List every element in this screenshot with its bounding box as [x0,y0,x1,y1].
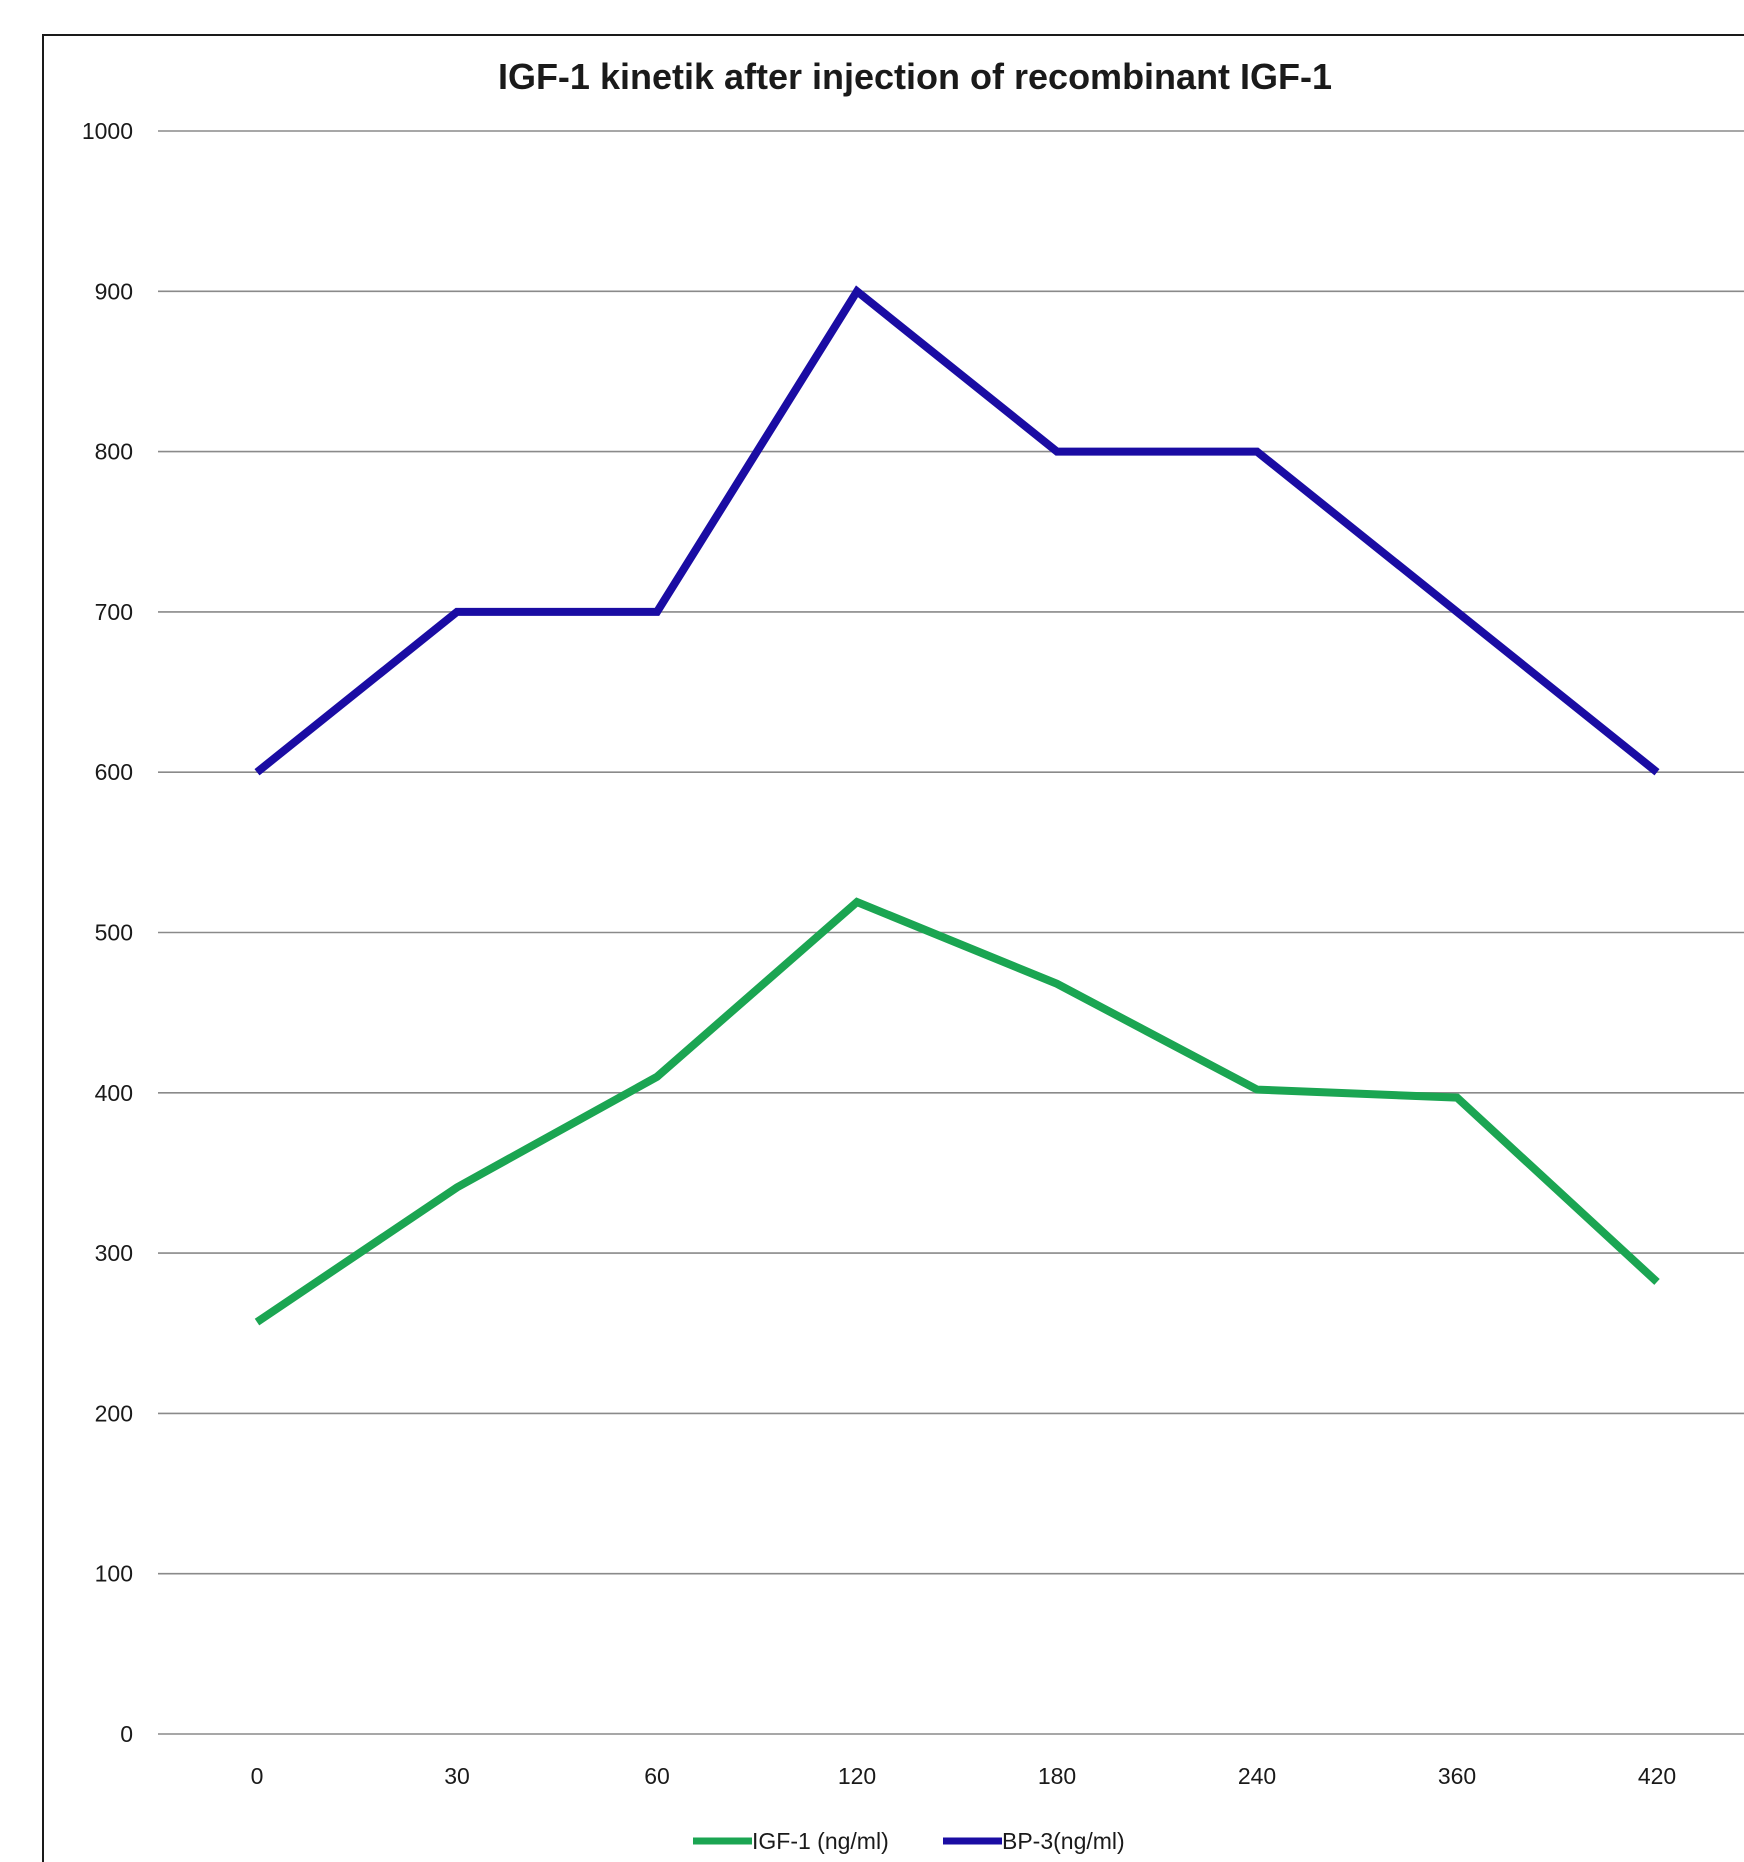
x-tick-label-0: 0 [251,1763,264,1789]
x-tick-label-30: 30 [444,1763,470,1789]
y-tick-label-600: 600 [95,759,133,785]
gridlines [158,130,1744,1735]
chart-title: IGF-1 kinetik after injection of recombi… [498,56,1332,97]
x-axis-tick-labels: 0 30 60 120 180 240 360 420 [251,1763,1677,1789]
y-tick-label-1000: 1000 [82,118,133,144]
x-tick-label-120: 120 [838,1763,876,1789]
x-tick-label-180: 180 [1038,1763,1076,1789]
series-line-0 [254,897,1660,1326]
series-lines [254,285,1660,1326]
y-tick-label-300: 300 [95,1240,133,1266]
y-tick-label-700: 700 [95,599,133,625]
y-tick-label-100: 100 [95,1561,133,1587]
x-tick-label-60: 60 [644,1763,670,1789]
x-tick-label-240: 240 [1238,1763,1276,1789]
legend-label-0: IGF-1 (ng/ml) [752,1828,889,1854]
y-tick-label-200: 200 [95,1400,133,1426]
y-tick-label-800: 800 [95,439,133,465]
chart-frame [42,34,1744,1862]
x-tick-label-420: 420 [1638,1763,1676,1789]
legend-label-1: BP-3(ng/ml) [1002,1828,1125,1854]
y-tick-label-500: 500 [95,920,133,946]
y-tick-label-900: 900 [95,278,133,304]
y-tick-label-0: 0 [120,1721,133,1747]
y-tick-label-400: 400 [95,1080,133,1106]
y-axis-tick-labels: 0 100 200 300 400 500 600 700 800 900 1000 [82,118,133,1747]
legend: IGF-1 (ng/ml) BP-3(ng/ml) [693,1828,1125,1854]
series-line-1 [254,285,1660,776]
x-tick-label-360: 360 [1438,1763,1476,1789]
